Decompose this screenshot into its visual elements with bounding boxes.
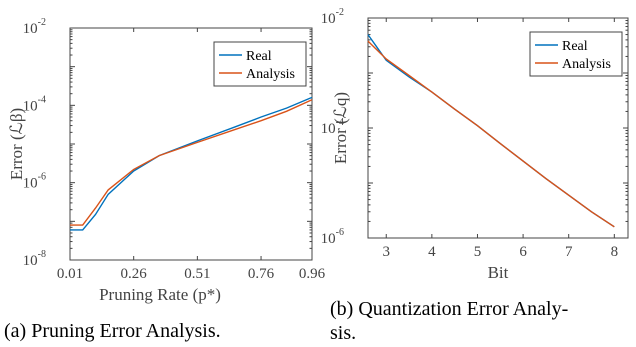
series-line-analysis xyxy=(367,40,615,228)
legend-label-real: Real xyxy=(246,49,272,64)
x-tick-label: 0.26 xyxy=(121,266,148,282)
caption-b-line1: (b) Quantization Error Analy- xyxy=(330,298,569,320)
series-line-analysis xyxy=(70,99,313,226)
legend-box xyxy=(529,31,623,77)
x-tick-label: 4 xyxy=(428,244,436,260)
y-tick-label: 10-2 xyxy=(23,17,46,37)
caption-a: (a) Pruning Error Analysis. xyxy=(4,320,221,342)
x-tick-label: 8 xyxy=(611,244,619,260)
y-axis-label: Error (ℒq) xyxy=(331,92,350,164)
x-tick-label: 6 xyxy=(519,244,527,260)
chart-a: 0.01 0.26 0.51 0.76 0.96 10-8 10-6 10-4 10-2 Prun… xyxy=(7,17,326,304)
chart-b: 3 4 5 6 7 8 10-6 10-4 10-2 Bit Error (ℒq) Real Analy… xyxy=(321,7,629,282)
x-tick-label: 0.51 xyxy=(184,266,210,282)
y-tick-label: 10-8 xyxy=(23,249,46,269)
x-tick-label: 0.76 xyxy=(248,266,275,282)
legend-label-analysis: Analysis xyxy=(246,67,295,82)
legend-label-analysis: Analysis xyxy=(562,57,611,72)
y-tick-label: 10-4 xyxy=(321,117,344,137)
y-axis-label: Error (ℒβ) xyxy=(7,108,26,180)
y-tick-label: 10-6 xyxy=(321,227,344,247)
x-axis-label: Pruning Rate (p*) xyxy=(99,285,221,304)
x-tick-label: 0.96 xyxy=(299,266,326,282)
x-tick-label: 5 xyxy=(474,244,482,260)
x-tick-label: 0.01 xyxy=(57,266,83,282)
legend-box xyxy=(213,41,307,87)
y-tick-label: 10-6 xyxy=(23,172,46,192)
x-axis-label: Bit xyxy=(488,263,509,282)
caption-b-line2: sis. xyxy=(330,322,357,344)
x-tick-label: 7 xyxy=(565,244,573,260)
x-tick-label: 3 xyxy=(382,244,390,260)
legend-label-real: Real xyxy=(562,39,588,54)
y-tick-label: 10-4 xyxy=(23,94,46,114)
series-line-real xyxy=(70,96,313,231)
y-tick-label: 10-2 xyxy=(321,7,344,27)
